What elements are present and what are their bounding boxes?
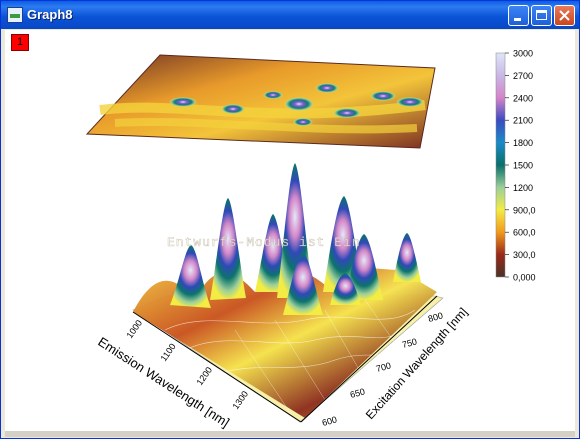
colorbar-tick-label: 2700 [513, 71, 533, 81]
graph-canvas[interactable]: 1 [5, 30, 575, 431]
maximize-icon [536, 10, 547, 20]
minimize-icon [514, 18, 521, 21]
graph-window-icon[interactable] [7, 7, 23, 23]
minimize-button[interactable] [508, 5, 529, 26]
colorbar-tick-label: 900,0 [513, 205, 536, 215]
emission-tick-label: 1300 [230, 389, 250, 411]
design-mode-watermark: Entwurfs-Modus ist Ein [167, 235, 361, 250]
window-title: Graph8 [27, 7, 73, 22]
excitation-tick-label: 650 [349, 386, 366, 400]
colorbar-tick-label: 2400 [513, 93, 533, 103]
color-scale-legend[interactable]: 3000 2700 2400 2100 1800 1500 1200 900,0 600,0 30… [495, 49, 536, 283]
layer-indicator[interactable]: 1 [11, 34, 29, 51]
colorbar-tick-label: 1800 [513, 138, 533, 148]
emission-tick-label: 1100 [158, 342, 177, 364]
colorbar-tick-label: 1500 [513, 161, 533, 171]
excitation-tick-label: 800 [427, 310, 444, 324]
plot-area: 3000 2700 2400 2100 1800 1500 1200 900,0 600,0 30… [85, 49, 536, 430]
colorbar-tick-label: 600,0 [513, 228, 536, 238]
colorbar-tick-label: 0,000 [513, 273, 536, 283]
close-button[interactable] [554, 5, 575, 26]
contour-projection-plane [85, 54, 436, 149]
close-icon [559, 10, 570, 21]
maximize-button[interactable] [531, 5, 552, 26]
colorbar-tick-label: 1200 [513, 183, 533, 193]
excitation-tick-label: 600 [321, 414, 338, 428]
window-bottom-border [5, 431, 575, 437]
colorbar-tick-label: 3000 [513, 49, 533, 59]
excitation-tick-label: 700 [375, 360, 392, 374]
surface-3d [132, 163, 444, 423]
colorbar-tick-label: 300,0 [513, 250, 536, 260]
excitation-tick-label: 750 [401, 336, 418, 350]
colorbar-tick-label: 2100 [513, 116, 533, 126]
emission-tick-label: 1200 [194, 365, 214, 387]
title-bar[interactable]: Graph8 [1, 1, 579, 29]
emission-tick-label: 1000 [124, 318, 144, 340]
